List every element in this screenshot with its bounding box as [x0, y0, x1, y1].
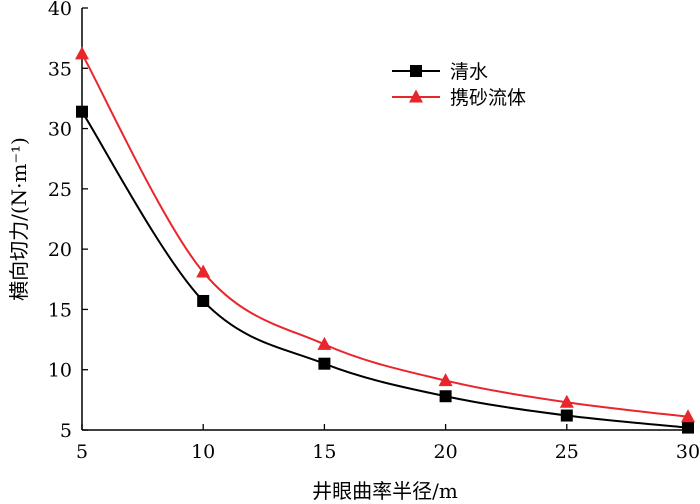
- data-point: [438, 373, 453, 387]
- x-tick-label: 5: [76, 441, 88, 463]
- x-tick-label: 15: [312, 441, 336, 463]
- data-point: [439, 390, 452, 403]
- y-tick-label: 30: [48, 119, 72, 141]
- legend-label: 携砂流体: [450, 87, 526, 109]
- data-point: [196, 264, 211, 278]
- y-tick-label: 20: [48, 239, 72, 261]
- y-tick-label: 25: [48, 179, 72, 201]
- x-tick-label: 25: [555, 441, 579, 463]
- series-layer: [75, 46, 695, 434]
- data-point: [560, 409, 573, 422]
- data-point: [317, 336, 332, 350]
- series-line: [81, 53, 689, 418]
- y-tick-label: 35: [48, 58, 72, 80]
- series-2: [75, 46, 695, 423]
- y-axis-title: 横向切力/(N·m⁻¹): [7, 137, 31, 301]
- data-point: [681, 409, 695, 423]
- data-point: [76, 105, 88, 118]
- data-point: [197, 294, 210, 307]
- y-tick-label: 40: [48, 0, 72, 20]
- legend-item-2: 携砂流体: [392, 87, 526, 109]
- x-tick-label: 30: [676, 441, 700, 463]
- legend-marker: [410, 65, 422, 77]
- x-axis-title: 井眼曲率半径/m: [312, 479, 458, 503]
- legend-item-1: 清水: [392, 61, 488, 83]
- x-tick-label: 10: [191, 441, 215, 463]
- x-tick-label: 20: [434, 441, 458, 463]
- data-point: [559, 394, 574, 408]
- series-1: [76, 105, 694, 434]
- axes: 5 10 15 20 25 30 5 10 15 20 25 30 35 40: [48, 0, 700, 463]
- data-point: [682, 421, 694, 434]
- y-tick-label: 15: [48, 299, 72, 321]
- legend-label: 清水: [450, 61, 488, 83]
- y-tick-label: 5: [60, 420, 72, 442]
- data-point: [75, 46, 89, 60]
- legend-marker: [409, 89, 423, 103]
- series-line: [81, 111, 689, 429]
- data-point: [318, 357, 331, 370]
- y-tick-label: 10: [48, 360, 72, 382]
